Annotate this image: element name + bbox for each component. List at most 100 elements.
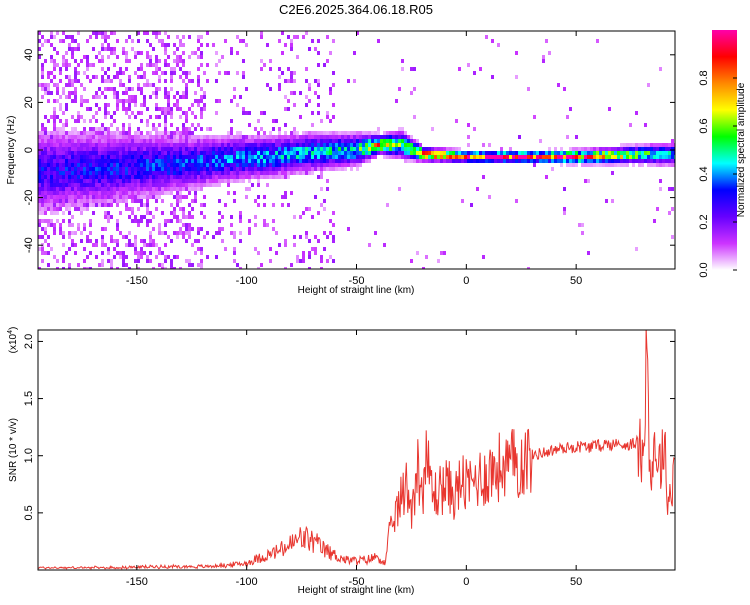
spectrogram-cell — [152, 135, 155, 139]
spectrogram-cell — [347, 135, 350, 139]
spectrogram-cell — [134, 139, 137, 143]
spectrogram-cell — [656, 207, 659, 211]
spectrogram-cell — [194, 239, 197, 243]
spectrogram-cell — [590, 163, 593, 167]
spectrogram-cell — [476, 159, 479, 163]
spectrogram-cell — [218, 167, 221, 171]
spectrogram-cell — [161, 39, 164, 43]
spectrogram-cell — [68, 47, 71, 51]
spectrogram-cell — [260, 155, 263, 159]
spectrogram-cell — [587, 159, 590, 163]
spectrogram-cell — [542, 55, 545, 59]
spectrogram-cell — [230, 179, 233, 183]
spectrogram-cell — [329, 91, 332, 95]
spectrogram-cell — [122, 195, 125, 199]
spectrogram-cell — [140, 171, 143, 175]
spectrogram-cell — [206, 127, 209, 131]
spectrogram-cell — [608, 147, 611, 151]
spectrogram-cell — [350, 151, 353, 155]
spectrogram-cell — [56, 191, 59, 195]
spectrogram-cell — [62, 235, 65, 239]
spectrogram-cell — [149, 131, 152, 135]
spectrogram-cell — [74, 171, 77, 175]
spectrogram-cell — [122, 191, 125, 195]
spectrogram-cell — [113, 119, 116, 123]
spectrogram-cell — [179, 167, 182, 171]
spectrogram-cell — [77, 31, 80, 35]
spectrogram-cell — [212, 159, 215, 163]
spectrogram-cell — [308, 171, 311, 175]
spectrogram-cell — [566, 151, 569, 155]
spectrogram-cell — [113, 247, 116, 251]
spectrogram-cell — [50, 179, 53, 183]
spectrogram-cell — [320, 155, 323, 159]
spectrogram-cell — [230, 231, 233, 235]
spectrogram-cell — [44, 151, 47, 155]
spectrogram-cell — [98, 51, 101, 55]
spectrogram-cell — [191, 167, 194, 171]
spectrogram-cell — [50, 43, 53, 47]
spectrogram-cell — [47, 263, 50, 267]
spectrogram-cell — [599, 155, 602, 159]
spectrogram-cell — [74, 95, 77, 99]
spectrogram-cell — [311, 167, 314, 171]
spectrogram-cell — [317, 51, 320, 55]
spectrogram-cell — [146, 203, 149, 207]
spectrogram-cell — [131, 87, 134, 91]
spectrogram-cell — [218, 139, 221, 143]
spectrogram-cell — [275, 167, 278, 171]
spectrogram-cell — [113, 255, 116, 259]
spectrogram-cell — [542, 155, 545, 159]
spectrogram-cell — [44, 147, 47, 151]
spectrogram-cell — [386, 151, 389, 155]
spectrogram-cell — [110, 239, 113, 243]
spectrogram-cell — [161, 231, 164, 235]
spectrogram-cell — [47, 83, 50, 87]
spectrogram-cell — [434, 147, 437, 151]
spectrogram-cell — [290, 191, 293, 195]
spectrogram-cell — [302, 259, 305, 263]
spectrogram-cell — [257, 139, 260, 143]
spectrogram-cell — [125, 163, 128, 167]
spectrogram-cell — [161, 131, 164, 135]
spectrogram-cell — [107, 179, 110, 183]
spectrogram-cell — [374, 147, 377, 151]
spectrogram-cell — [113, 191, 116, 195]
spectrogram-cell — [383, 131, 386, 135]
spectrogram-cell — [101, 131, 104, 135]
spectrogram-cell — [155, 199, 158, 203]
spectrogram-cell — [92, 195, 95, 199]
spectrogram-cell — [59, 179, 62, 183]
spectrogram-cell — [239, 95, 242, 99]
spectrogram-cell — [59, 187, 62, 191]
spectrogram-cell — [59, 135, 62, 139]
spectrogram-cell — [161, 179, 164, 183]
spectrogram-cell — [317, 163, 320, 167]
spectrogram-cell — [503, 159, 506, 163]
spectrogram-cell — [191, 263, 194, 267]
spectrogram-cell — [122, 263, 125, 267]
spectrogram-cell — [281, 171, 284, 175]
spectrogram-cell — [164, 159, 167, 163]
spectrogram-cell — [587, 147, 590, 151]
spectrogram-cell — [386, 143, 389, 147]
spectrogram-cell — [416, 159, 419, 163]
spectrogram-cell — [317, 135, 320, 139]
spectrogram-cell — [86, 135, 89, 139]
spectrogram-cell — [650, 155, 653, 159]
spectrogram-cell — [284, 79, 287, 83]
spectrogram-cell — [116, 139, 119, 143]
spectrogram-cell — [359, 131, 362, 135]
spectrogram-cell — [65, 63, 68, 67]
spectrogram-cell — [98, 167, 101, 171]
spectrogram-cell — [71, 83, 74, 87]
spectrogram-cell — [107, 111, 110, 115]
spectrogram-cell — [257, 171, 260, 175]
spectrogram-cell — [143, 99, 146, 103]
spectrogram-cell — [188, 191, 191, 195]
spectrogram-cell — [116, 171, 119, 175]
spectrogram-cell — [104, 179, 107, 183]
spectrogram-cell — [92, 159, 95, 163]
spectrogram-cell — [248, 163, 251, 167]
spectrogram-cell — [191, 135, 194, 139]
